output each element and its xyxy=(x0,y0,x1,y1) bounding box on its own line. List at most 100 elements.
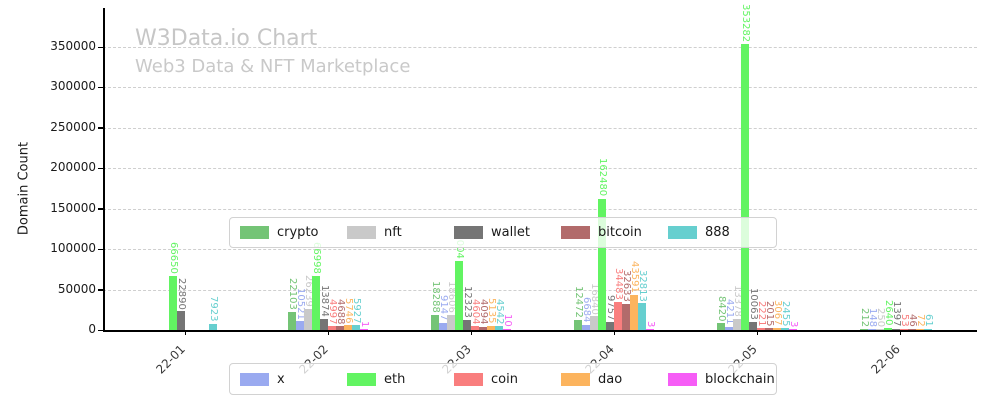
y-tick-mark xyxy=(98,208,103,210)
legend-label: dao xyxy=(598,371,623,387)
bar-value-label: 66998 xyxy=(311,242,322,274)
bar-value-label: 162480 xyxy=(597,158,608,197)
y-axis-line xyxy=(103,8,105,330)
bar xyxy=(582,324,590,330)
y-tick-label: 250000 xyxy=(50,119,96,134)
bar-value-label: 72 xyxy=(915,314,926,327)
bar-value-label: 9757 xyxy=(605,294,616,321)
bar-value-label: 3067 xyxy=(772,300,783,326)
legend-item-x: x xyxy=(240,372,347,387)
bar xyxy=(924,329,932,330)
bar-value-label: 13874 xyxy=(319,284,330,317)
bar-value-label: 7923 xyxy=(208,296,219,322)
bar xyxy=(447,314,455,330)
bar xyxy=(757,328,765,330)
bar-value-label: 2640 xyxy=(883,300,894,326)
x-tick-mark xyxy=(470,330,472,335)
bar xyxy=(503,329,511,330)
bar-value-label: 3 xyxy=(645,320,656,327)
bar xyxy=(630,294,638,330)
bar xyxy=(717,323,725,330)
bar xyxy=(884,327,892,330)
bar-value-label: 2455 xyxy=(780,300,791,327)
bar-value-label: 46 xyxy=(907,314,918,327)
legend-label: coin xyxy=(491,371,518,387)
bar xyxy=(296,321,304,330)
bar xyxy=(781,328,789,330)
bar-value-label: 32633 xyxy=(621,269,632,302)
bar-value-label: 4211 xyxy=(724,299,735,325)
bar xyxy=(304,308,312,330)
legend-swatch-coin xyxy=(454,372,483,386)
bar xyxy=(622,303,630,330)
bar-value-label: 8420 xyxy=(716,295,727,322)
x-axis-line xyxy=(103,330,977,332)
bar-value-label: 6684 xyxy=(581,297,592,323)
bar xyxy=(431,315,439,330)
legend-label: nft xyxy=(384,225,402,240)
bar xyxy=(471,326,479,330)
legend-swatch-dao xyxy=(561,372,590,386)
gridline xyxy=(103,289,977,291)
legend-item-wallet: wallet xyxy=(454,225,561,240)
gridline xyxy=(103,249,977,251)
y-tick-mark xyxy=(98,167,103,170)
y-tick-label: 0 xyxy=(88,322,96,336)
bar xyxy=(646,329,654,330)
bar xyxy=(598,198,606,330)
bar-value-label: 5135 xyxy=(486,298,497,324)
bar-value-label: 9147 xyxy=(438,295,449,321)
bar-value-label: 1 xyxy=(359,320,370,327)
legend-item-dao: dao xyxy=(561,372,668,387)
bar-value-label: 1397 xyxy=(891,301,902,327)
bar-value-label: 10521 xyxy=(295,287,306,320)
bar-value-label: 18606 xyxy=(446,281,457,313)
legend-label: eth xyxy=(384,371,406,387)
legend-item-coin: coin xyxy=(454,372,561,387)
gridline xyxy=(103,208,977,210)
bar xyxy=(487,325,495,330)
legend-swatch-eth xyxy=(347,372,376,386)
bar xyxy=(328,325,336,330)
legend-label: bitcoin xyxy=(598,225,642,240)
bar xyxy=(320,318,328,330)
y-tick-mark xyxy=(98,46,103,48)
bar xyxy=(495,326,503,330)
bar xyxy=(177,311,185,330)
bar xyxy=(773,327,781,330)
bar xyxy=(360,329,368,330)
legend-swatch-nft xyxy=(347,226,376,239)
bar xyxy=(169,276,177,330)
bar xyxy=(614,302,622,330)
bar-value-label: 12472 xyxy=(573,286,584,318)
y-tick-label: 50000 xyxy=(57,281,96,296)
legend-bottom: x eth coin dao blockchain xyxy=(229,363,777,395)
y-tick-mark xyxy=(98,329,103,331)
legend-item-crypto: crypto xyxy=(240,225,347,240)
bar-value-label: 4688 xyxy=(335,298,346,325)
bar xyxy=(312,275,320,330)
bar xyxy=(352,325,360,330)
bar-value-label: 5746 xyxy=(343,297,354,324)
y-tick-mark xyxy=(98,86,103,89)
bar-value-label: 13378 xyxy=(732,285,743,318)
x-tick-mark xyxy=(327,330,329,335)
bar-value-label: 10063 xyxy=(748,288,759,320)
y-tick-label: 300000 xyxy=(50,79,96,94)
y-axis-label: Domain Count xyxy=(16,141,32,236)
gridline xyxy=(103,127,977,129)
bar xyxy=(344,325,352,330)
chart-title: W3Data.io Chart xyxy=(135,26,318,51)
x-tick-mark xyxy=(184,330,186,335)
bar-value-label: 53 xyxy=(899,314,910,327)
y-tick-mark xyxy=(98,127,103,129)
legend-swatch-crypto xyxy=(240,226,269,239)
bar xyxy=(868,329,876,330)
legend-top: crypto nft wallet bitcoin 888 xyxy=(229,217,777,248)
bar xyxy=(590,316,598,330)
bar xyxy=(892,328,900,330)
bar-value-label: 4997 xyxy=(327,298,338,324)
x-tick-label: 22-06 xyxy=(868,342,903,377)
y-tick-mark xyxy=(98,248,103,251)
legend-item-888: 888 xyxy=(668,225,775,240)
